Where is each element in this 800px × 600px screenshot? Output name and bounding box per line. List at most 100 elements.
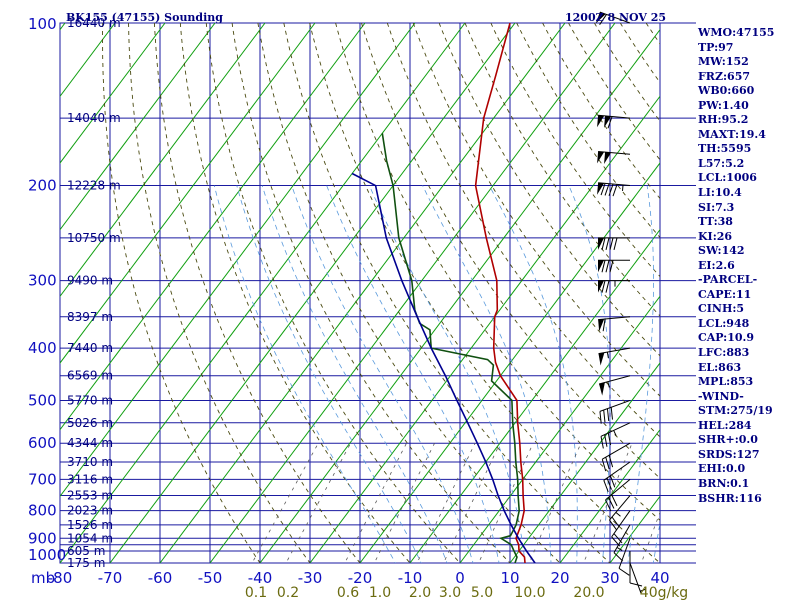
mixing-ratio-line — [528, 443, 582, 563]
barb-half-flag — [622, 184, 624, 191]
dry-adiabat — [128, 23, 311, 563]
height-label: 605 m — [67, 544, 105, 558]
barb-flag — [605, 499, 612, 512]
isotherm-line — [259, 28, 660, 563]
barb-flag — [603, 480, 609, 493]
height-label: 4344 m — [67, 436, 113, 450]
isotherm-line — [60, 23, 216, 231]
barb-pennant — [598, 237, 604, 250]
barb-staff — [598, 347, 631, 355]
mixing-ratio-label: 40g/kg — [640, 585, 688, 600]
wind-barb — [609, 495, 631, 531]
index-line: LFC:883 — [698, 346, 750, 360]
dry-adiabat — [257, 23, 561, 563]
wind-barb — [618, 538, 631, 576]
index-line: BSHR:116 — [698, 491, 762, 505]
barb-flag — [601, 280, 606, 293]
index-panel: WMO:47155 TP:97 MW:152 FRZ:657 WB0:660 PW:1.4… — [698, 26, 798, 506]
barb-staff — [613, 524, 631, 553]
temp-label: 40 — [650, 569, 669, 587]
barb-flag — [611, 516, 620, 528]
pressure-label: 200 — [28, 177, 57, 195]
temp-label: -80 — [48, 569, 73, 587]
dry-adiabat — [283, 23, 611, 563]
wind-barb — [598, 259, 630, 273]
barb-half-flag — [613, 430, 617, 437]
height-label: 8397 m — [67, 310, 113, 324]
pressure-label: 600 — [28, 434, 57, 452]
barb-flag — [611, 494, 618, 507]
isotherm-line — [459, 295, 660, 563]
temperature-line — [474, 23, 526, 563]
height-label: 16440 m — [67, 16, 121, 30]
wind-barb — [595, 11, 631, 25]
temp-label: -50 — [198, 569, 223, 587]
index-line: STM:275/19 — [698, 404, 773, 418]
barb-pennant — [599, 382, 605, 396]
pressure-label: 900 — [28, 529, 57, 547]
height-label: 7440 m — [67, 341, 113, 355]
pressure-label: 700 — [28, 470, 57, 488]
moist-adiabat — [489, 185, 578, 563]
temp-label: -30 — [298, 569, 323, 587]
mixing-ratio-label: 20.0 — [573, 585, 604, 600]
temp-label: -20 — [348, 569, 373, 587]
isotherm-line — [60, 23, 366, 431]
dry-adiabat — [568, 23, 660, 161]
barb-pennant — [598, 260, 604, 273]
barb-half-flag — [640, 588, 647, 592]
height-label: 9490 m — [67, 274, 113, 288]
height-label: 3710 m — [67, 455, 113, 469]
barb-staff — [611, 510, 631, 538]
temp-label: -10 — [398, 569, 423, 587]
pressure-label: 400 — [28, 339, 57, 357]
barb-half-flag — [607, 381, 610, 388]
dry-adiabat — [205, 23, 461, 563]
barb-staff — [609, 495, 631, 521]
dry-adiabat — [309, 23, 660, 563]
index-line: LCL:948 — [698, 316, 750, 330]
barb-flag — [601, 459, 607, 472]
barb-flag — [613, 237, 618, 251]
barb-staff — [602, 442, 631, 460]
mixing-ratio-line — [640, 511, 660, 563]
barb-staff — [598, 114, 631, 119]
mixing-ratio-line — [251, 443, 319, 563]
index-line: KI:26 — [698, 229, 733, 243]
index-line: CAPE:11 — [698, 287, 752, 301]
barb-flag — [599, 411, 602, 424]
barb-flag — [608, 455, 614, 468]
dry-adiabat — [102, 23, 261, 563]
index-line: RH:95.2 — [698, 113, 749, 127]
index-line: FRZ:657 — [698, 69, 751, 83]
index-line: TH:5595 — [698, 142, 752, 156]
height-label: 14040 m — [67, 111, 121, 125]
sounding-time: 1200Z 8 NOV 25 — [565, 11, 666, 24]
mixing-ratio-label: 1.0 — [369, 585, 391, 600]
barb-flag — [607, 116, 613, 129]
moist-adiabat — [236, 185, 422, 563]
height-label: 5770 m — [67, 393, 113, 407]
index-line: TT:38 — [698, 215, 733, 229]
barb-staff — [600, 422, 631, 437]
wind-barb — [599, 399, 631, 424]
isotherm-line — [359, 162, 660, 563]
barb-flag — [609, 519, 618, 531]
moist-adiabat — [213, 185, 396, 563]
dry-adiabat — [542, 23, 660, 200]
barb-pennant — [598, 280, 604, 293]
barb-flag — [599, 14, 607, 25]
index-line: CINH:5 — [698, 302, 745, 316]
mixing-ratio-line — [416, 443, 476, 563]
wind-barb — [597, 150, 631, 165]
wind-barb — [600, 422, 631, 449]
height-label: 6569 m — [67, 369, 113, 383]
index-line: PW:1.40 — [698, 98, 749, 112]
temp-label: -60 — [148, 569, 173, 587]
isotherm-line — [159, 23, 566, 563]
mixing-ratio-line — [285, 443, 352, 563]
wind-barb — [597, 182, 631, 197]
mixing-ratio-line — [583, 443, 633, 563]
dry-adiabat — [438, 23, 660, 357]
temp-label: -70 — [98, 569, 123, 587]
